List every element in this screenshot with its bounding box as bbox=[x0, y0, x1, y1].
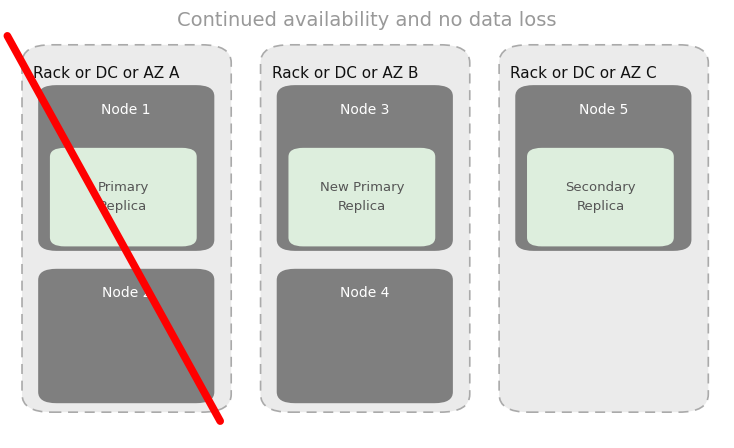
FancyBboxPatch shape bbox=[22, 45, 231, 412]
FancyBboxPatch shape bbox=[38, 85, 214, 251]
FancyBboxPatch shape bbox=[50, 148, 197, 246]
Text: Node 2: Node 2 bbox=[101, 286, 151, 301]
Text: New Primary
Replica: New Primary Replica bbox=[319, 181, 404, 213]
Text: Continued availability and no data loss: Continued availability and no data loss bbox=[177, 11, 557, 30]
FancyBboxPatch shape bbox=[277, 269, 453, 403]
FancyBboxPatch shape bbox=[499, 45, 708, 412]
Text: Node 1: Node 1 bbox=[101, 103, 151, 117]
Text: Rack or DC or AZ B: Rack or DC or AZ B bbox=[272, 66, 418, 82]
FancyBboxPatch shape bbox=[277, 85, 453, 251]
Text: Node 3: Node 3 bbox=[340, 103, 390, 117]
FancyBboxPatch shape bbox=[515, 85, 691, 251]
FancyBboxPatch shape bbox=[527, 148, 674, 246]
Text: Node 4: Node 4 bbox=[340, 286, 390, 301]
FancyBboxPatch shape bbox=[288, 148, 435, 246]
Text: Rack or DC or AZ A: Rack or DC or AZ A bbox=[33, 66, 179, 82]
Text: Rack or DC or AZ C: Rack or DC or AZ C bbox=[510, 66, 657, 82]
FancyBboxPatch shape bbox=[261, 45, 470, 412]
Text: Primary
Replica: Primary Replica bbox=[98, 181, 149, 213]
FancyBboxPatch shape bbox=[38, 269, 214, 403]
Text: Node 5: Node 5 bbox=[578, 103, 628, 117]
Text: Secondary
Replica: Secondary Replica bbox=[565, 181, 636, 213]
